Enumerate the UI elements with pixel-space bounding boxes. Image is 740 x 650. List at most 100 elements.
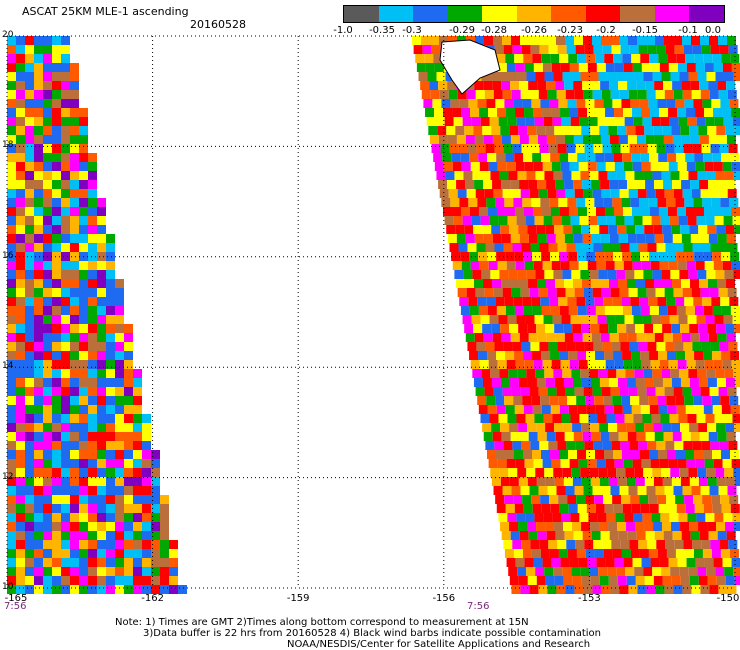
swath-cell bbox=[688, 468, 698, 477]
swath-cell bbox=[564, 333, 574, 342]
swath-cell bbox=[555, 234, 565, 243]
swath-cell bbox=[61, 279, 70, 288]
swath-cell bbox=[7, 351, 16, 360]
swath-cell bbox=[591, 180, 601, 189]
swath-cell bbox=[677, 108, 687, 117]
swath-cell bbox=[412, 36, 421, 45]
swath-cell bbox=[638, 243, 648, 252]
swath-cell bbox=[61, 117, 70, 126]
swath-cell bbox=[642, 216, 652, 225]
swath-cell bbox=[591, 81, 601, 90]
swath-cell bbox=[572, 522, 582, 531]
swath-cell bbox=[480, 414, 490, 423]
swath-cell bbox=[538, 189, 548, 198]
swath-cell bbox=[16, 387, 25, 396]
swath-cell bbox=[492, 135, 502, 144]
swath-cell bbox=[622, 252, 632, 261]
swath-cell bbox=[548, 342, 558, 351]
swath-cell bbox=[563, 225, 573, 234]
swath-cell bbox=[7, 189, 16, 198]
swath-cell bbox=[634, 270, 644, 279]
swath-cell bbox=[728, 342, 738, 351]
swath-cell bbox=[708, 531, 718, 540]
swath-cell bbox=[106, 423, 115, 432]
swath-cell bbox=[142, 513, 151, 522]
swath-cell bbox=[79, 333, 88, 342]
swath-cell bbox=[88, 468, 97, 477]
swath-cell bbox=[592, 486, 602, 495]
swath-cell bbox=[543, 414, 553, 423]
swath-cell bbox=[496, 207, 506, 216]
swath-cell bbox=[618, 180, 628, 189]
swath-cell bbox=[34, 324, 43, 333]
swath-cell bbox=[704, 261, 714, 270]
swath-cell bbox=[634, 72, 644, 81]
swath-cell bbox=[550, 306, 560, 315]
swath-cell bbox=[654, 81, 664, 90]
swath-cell bbox=[731, 558, 740, 567]
swath-cell bbox=[133, 540, 142, 549]
swath-cell bbox=[504, 297, 514, 306]
swath-cell bbox=[668, 558, 678, 567]
swath-cell bbox=[732, 315, 740, 324]
swath-cell bbox=[517, 567, 527, 576]
swath-cell bbox=[662, 225, 672, 234]
swath-cell bbox=[605, 558, 615, 567]
swath-cell bbox=[574, 486, 584, 495]
swath-cell bbox=[34, 450, 43, 459]
swath-cell bbox=[558, 549, 568, 558]
swath-cell bbox=[528, 234, 538, 243]
swath-cell bbox=[710, 45, 720, 54]
swath-cell bbox=[486, 396, 496, 405]
swath-cell bbox=[461, 108, 471, 117]
swath-cell bbox=[556, 486, 566, 495]
swath-cell bbox=[43, 405, 52, 414]
swath-cell bbox=[589, 468, 599, 477]
swath-cell bbox=[652, 72, 662, 81]
swath-cell bbox=[573, 432, 583, 441]
swath-cell bbox=[567, 495, 577, 504]
swath-cell bbox=[634, 369, 644, 378]
swath-cell bbox=[439, 189, 449, 198]
swath-cell bbox=[733, 270, 740, 279]
swath-cell bbox=[34, 261, 43, 270]
swath-cell bbox=[554, 324, 564, 333]
swath-cell bbox=[43, 378, 52, 387]
swath-cell bbox=[521, 243, 531, 252]
swath-cell bbox=[52, 513, 61, 522]
swath-cell bbox=[70, 360, 79, 369]
swath-cell bbox=[115, 450, 124, 459]
swath-cell bbox=[667, 351, 677, 360]
swath-cell bbox=[422, 45, 432, 54]
swath-cell bbox=[16, 315, 25, 324]
swath-cell bbox=[721, 450, 730, 459]
swath-cell bbox=[499, 72, 509, 81]
swath-cell bbox=[481, 72, 491, 81]
swath-cell bbox=[508, 369, 518, 378]
swath-cell bbox=[115, 297, 124, 306]
swath-cell bbox=[79, 513, 88, 522]
swath-cell bbox=[680, 126, 690, 135]
swath-cell bbox=[142, 567, 151, 576]
swath-cell bbox=[124, 432, 133, 441]
swath-cell bbox=[633, 216, 643, 225]
swath-cell bbox=[683, 45, 693, 54]
swath-cell bbox=[611, 441, 621, 450]
swath-cell bbox=[559, 450, 568, 459]
swath-cell bbox=[618, 234, 628, 243]
swath-cell bbox=[581, 126, 591, 135]
swath-cell bbox=[594, 297, 604, 306]
swath-cell bbox=[717, 531, 727, 540]
swath-cell bbox=[560, 558, 570, 567]
swath-cell bbox=[432, 99, 442, 108]
swath-cell bbox=[457, 189, 467, 198]
swath-cell bbox=[641, 360, 651, 369]
swath-cell bbox=[613, 252, 623, 261]
swath-cell bbox=[664, 486, 674, 495]
swath-cell bbox=[562, 567, 572, 576]
swath-cell bbox=[88, 279, 97, 288]
swath-cell bbox=[593, 342, 603, 351]
swath-cell bbox=[539, 144, 549, 153]
swath-cell bbox=[527, 522, 537, 531]
swath-cell bbox=[151, 504, 160, 513]
